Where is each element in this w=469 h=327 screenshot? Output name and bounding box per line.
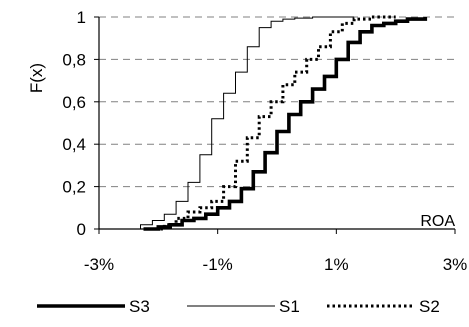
x-tick-label-2: 1% [324, 255, 349, 274]
legend-label-s3: S3 [129, 297, 150, 316]
y-tick-label-2: 0,4 [62, 135, 86, 154]
y-tick-label-3: 0,6 [62, 93, 86, 112]
series-line-s1 [128, 16, 355, 230]
roa-annotation: ROA [420, 213, 455, 230]
series-lines [128, 15, 428, 231]
x-tick-label-3: 3% [443, 255, 468, 274]
y-tick-label-4: 0,8 [62, 50, 86, 69]
y-axis-label: F(x) [27, 63, 46, 93]
legend-label-s2: S2 [419, 297, 440, 316]
y-tick-label-0: 0 [77, 220, 86, 239]
legend: S3 S1 S2 [37, 297, 440, 316]
y-tick-label-1: 0,2 [62, 178, 86, 197]
x-tick-label-1: -1% [203, 255, 233, 274]
axes [94, 16, 456, 234]
series-line-s2 [149, 15, 396, 231]
tick-labels: 0 0,2 0,4 0,6 0,8 1 -3% -1% 1% 3% [62, 8, 467, 274]
legend-label-s1: S1 [279, 297, 300, 316]
series-line-s3 [143, 17, 428, 231]
y-tick-label-5: 1 [77, 8, 86, 27]
x-tick-label-0: -3% [84, 255, 114, 274]
